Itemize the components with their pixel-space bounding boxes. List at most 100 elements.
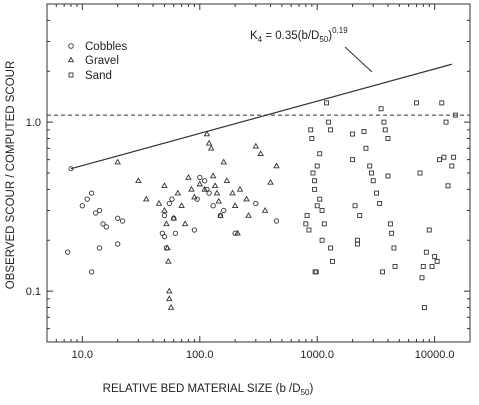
data-point-gravel — [236, 185, 244, 192]
data-point-cobbles — [191, 227, 198, 233]
data-point-sand — [385, 173, 391, 179]
data-point-sand — [352, 203, 358, 209]
data-point-sand — [381, 119, 387, 125]
data-point-sand — [310, 170, 316, 176]
data-point-sand — [382, 127, 388, 133]
legend-marker-cobbles — [68, 43, 74, 49]
data-point-sand — [357, 213, 363, 219]
data-point-sand — [449, 163, 455, 169]
data-point-gravel — [252, 142, 260, 149]
data-point-cobbles — [166, 200, 172, 207]
data-point-sand — [317, 196, 323, 202]
data-point-sand — [304, 213, 310, 219]
data-point-cobbles — [210, 203, 216, 209]
data-point-sand — [317, 151, 323, 157]
data-point-sand — [313, 269, 319, 275]
y-tick-label: 0.1 — [26, 286, 41, 298]
data-point-gravel — [201, 185, 208, 192]
data-point-sand — [369, 170, 374, 176]
data-point-sand — [452, 112, 458, 118]
data-point-sand — [423, 249, 429, 255]
legend-label-sand: Sand — [85, 70, 112, 82]
data-point-gravel — [205, 139, 213, 146]
legend: Cobbles Gravel Sand — [67, 41, 127, 82]
data-point-gravel — [245, 212, 252, 218]
data-point-sand — [441, 154, 447, 160]
data-points-layer — [65, 100, 458, 310]
data-point-sand — [321, 221, 327, 227]
data-point-sand — [361, 129, 367, 134]
data-point-sand — [363, 145, 369, 151]
data-point-cobbles — [161, 234, 168, 240]
data-point-gravel — [155, 199, 163, 206]
data-point-gravel — [203, 130, 211, 137]
data-point-gravel — [234, 229, 241, 236]
data-point-gravel — [164, 244, 171, 251]
data-point-gravel — [267, 178, 274, 185]
data-point-sand — [367, 163, 373, 169]
legend-marker-gravel — [67, 56, 75, 63]
data-point-sand — [451, 154, 457, 160]
data-point-sand — [328, 245, 334, 251]
data-point-sand — [374, 190, 379, 196]
data-point-sand — [319, 237, 325, 243]
data-point-sand — [391, 245, 397, 251]
data-point-sand — [420, 263, 426, 269]
legend-marker-sand — [68, 72, 74, 78]
data-point-sand — [392, 263, 398, 269]
data-point-sand — [385, 136, 391, 141]
data-point-sand — [319, 208, 325, 213]
data-point-sand — [443, 119, 449, 125]
data-point-cobbles — [88, 269, 95, 275]
data-point-cobbles — [79, 203, 86, 209]
axes-layer: 10.0 100.0 1000.0 10000.0 0.1 1.0 — [26, 3, 471, 361]
data-point-sand — [439, 100, 445, 106]
data-point-cobbles — [197, 174, 203, 181]
data-point-gravel — [213, 189, 221, 196]
x-tick-label: 1000.0 — [300, 349, 334, 361]
data-point-cobbles — [206, 190, 212, 196]
x-tick-label: 100.0 — [186, 349, 214, 361]
data-point-sand — [312, 269, 318, 275]
data-point-gravel — [166, 287, 173, 294]
data-point-gravel — [243, 195, 250, 202]
fit-line — [70, 63, 452, 170]
annotation-leader-line — [344, 46, 373, 73]
data-point-gravel — [188, 185, 195, 192]
data-point-cobbles — [100, 221, 106, 227]
data-point-cobbles — [93, 210, 99, 216]
data-point-gravel — [257, 150, 264, 156]
legend-label-gravel: Gravel — [85, 55, 119, 67]
y-axis-title: OBSERVED SCOUR / COMPUTED SCOUR — [5, 61, 17, 290]
data-point-cobbles — [172, 230, 179, 236]
data-point-sand — [350, 157, 356, 163]
x-tick-label: 10000.0 — [415, 349, 455, 361]
data-point-sand — [306, 227, 312, 233]
data-point-gravel — [211, 182, 219, 189]
data-point-sand — [314, 203, 320, 209]
data-point-sand — [422, 305, 427, 310]
data-point-cobbles — [201, 178, 208, 184]
data-point-gravel — [163, 220, 170, 227]
data-point-sand — [314, 163, 320, 169]
data-point-gravel — [220, 158, 228, 165]
x-tick-label: 10.0 — [72, 349, 93, 361]
data-point-sand — [387, 221, 393, 227]
data-point-sand — [432, 254, 438, 260]
data-point-cobbles — [103, 224, 109, 230]
data-point-sand — [370, 178, 376, 184]
data-point-gravel — [196, 180, 204, 187]
data-point-sand — [326, 119, 332, 125]
data-point-gravel — [161, 182, 168, 189]
data-point-gravel — [207, 144, 215, 151]
data-point-cobbles — [221, 207, 227, 214]
data-point-gravel — [161, 206, 168, 213]
data-point-cobbles — [115, 215, 121, 221]
x-axis-title: RELATIVE BED MATERIAL SIZE (b /D50) — [103, 383, 314, 397]
data-point-sand — [437, 157, 442, 163]
data-point-gravel — [174, 189, 182, 196]
data-point-gravel — [178, 202, 185, 209]
data-point-sand — [354, 241, 360, 247]
data-point-sand — [312, 186, 318, 192]
